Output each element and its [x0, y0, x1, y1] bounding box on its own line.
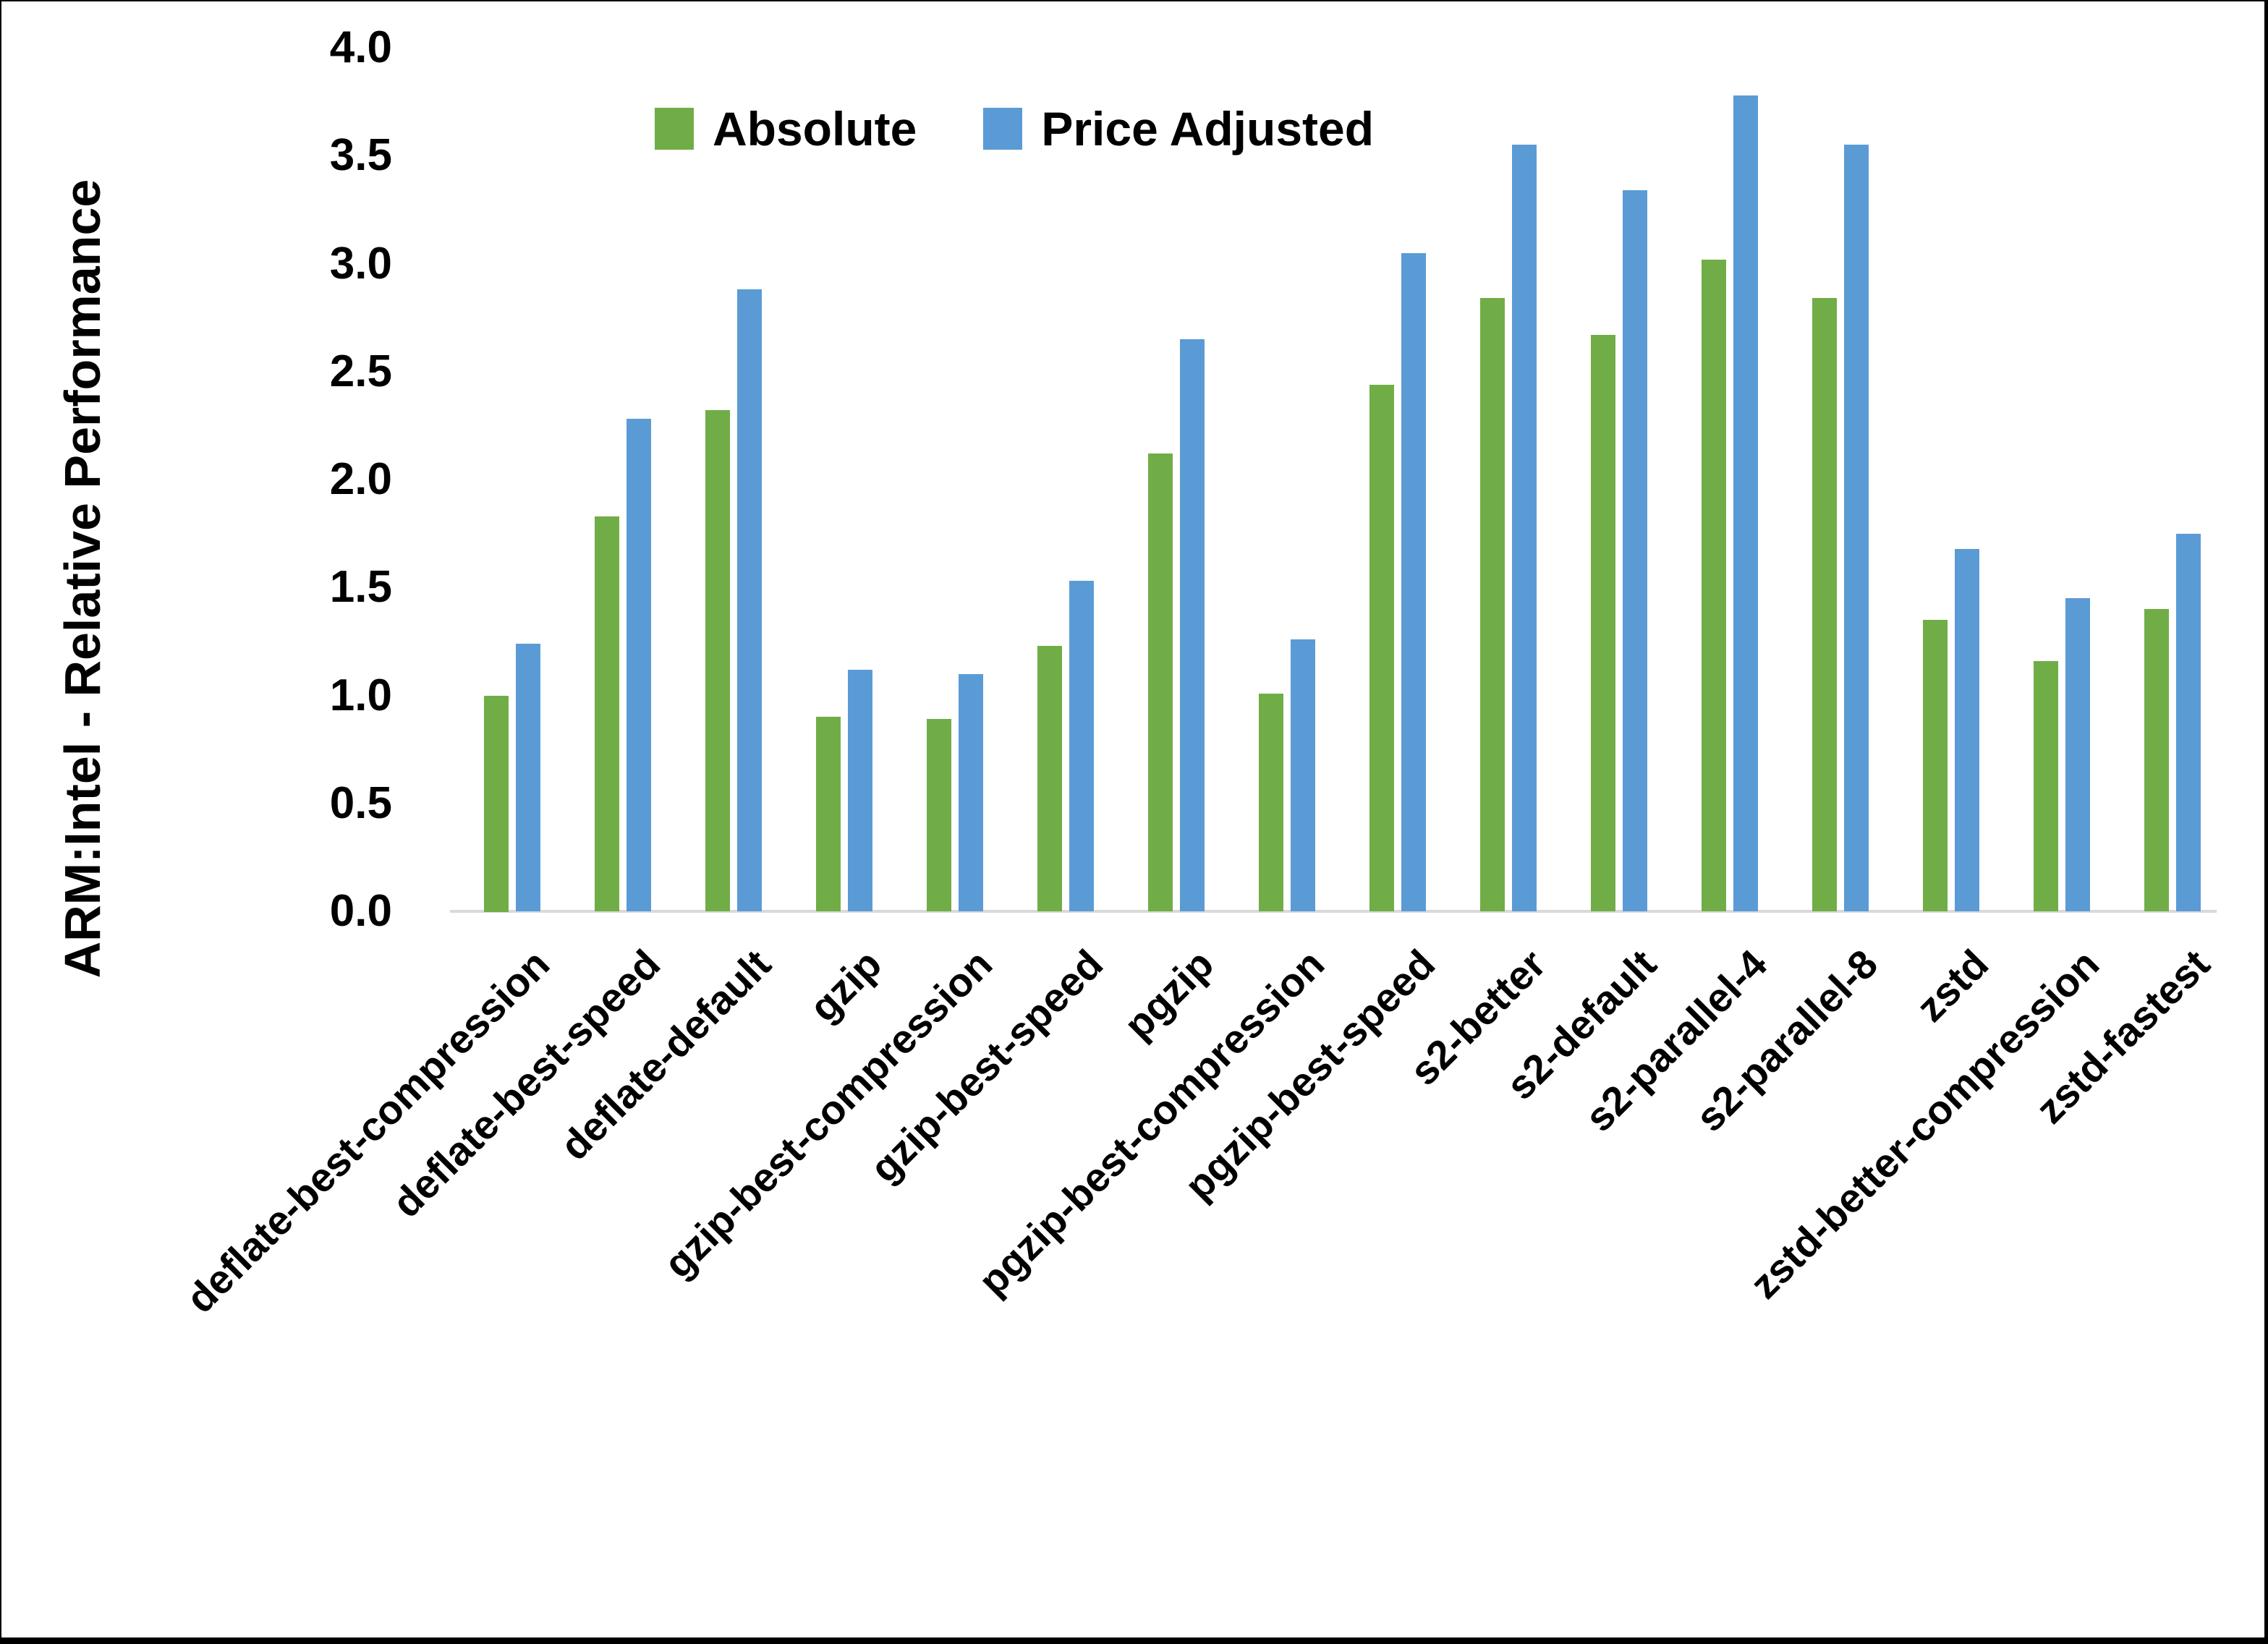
y-tick-label-0.0: 0.0	[329, 886, 392, 936]
y-axis-title: ARM:Intel - Relative Performance	[54, 179, 111, 979]
bar-absolute-deflate-default	[705, 410, 730, 911]
bar-price-adjusted-deflate-default	[737, 289, 762, 911]
legend-label-price-adjusted: Price Adjusted	[1041, 102, 1375, 156]
y-tick-label-3.5: 3.5	[329, 130, 392, 181]
bar-absolute-pgzip-best-speed	[1369, 385, 1394, 911]
bar-price-adjusted-s2-parallel-4	[1733, 95, 1758, 911]
bar-absolute-gzip	[816, 717, 841, 911]
bar-price-adjusted-zstd	[1955, 549, 1979, 911]
y-tick-label-4.0: 4.0	[329, 22, 392, 72]
bar-absolute-pgzip-best-compression	[1259, 694, 1283, 911]
bar-price-adjusted-pgzip-best-compression	[1291, 639, 1315, 911]
legend-item-price-adjusted: Price Adjusted	[983, 101, 1374, 156]
legend-label-absolute: Absolute	[713, 102, 917, 156]
y-tick-label-1.0: 1.0	[329, 670, 392, 720]
bar-price-adjusted-gzip-best-speed	[1069, 581, 1094, 911]
legend-swatch-price-adjusted-icon	[983, 108, 1023, 150]
y-tick-label-2.0: 2.0	[329, 454, 392, 504]
bar-price-adjusted-gzip	[848, 670, 872, 911]
bar-absolute-gzip-best-compression	[927, 719, 951, 911]
bar-absolute-deflate-best-compression	[484, 696, 509, 912]
y-tick-label-0.5: 0.5	[329, 778, 392, 828]
bar-price-adjusted-zstd-fastest	[2176, 534, 2201, 911]
bar-price-adjusted-deflate-best-speed	[627, 419, 651, 911]
bar-absolute-s2-parallel-8	[1812, 298, 1837, 911]
bar-absolute-s2-parallel-4	[1702, 260, 1726, 911]
bar-absolute-s2-default	[1591, 335, 1615, 911]
bar-absolute-gzip-best-speed	[1037, 646, 1062, 911]
bar-price-adjusted-deflate-best-compression	[516, 644, 540, 911]
legend: Absolute Price Adjusted	[655, 101, 1374, 156]
bar-absolute-zstd-better-compression	[2034, 661, 2058, 911]
bar-price-adjusted-s2-better	[1512, 145, 1537, 911]
bar-price-adjusted-s2-default	[1623, 190, 1647, 911]
y-tick-label-3.0: 3.0	[329, 238, 392, 289]
bar-price-adjusted-s2-parallel-8	[1844, 145, 1869, 911]
y-tick-label-1.5: 1.5	[329, 562, 392, 613]
x-axis-baseline	[450, 910, 2217, 913]
bar-price-adjusted-pgzip	[1180, 339, 1205, 911]
bar-absolute-deflate-best-speed	[595, 516, 619, 911]
y-tick-label-2.5: 2.5	[329, 346, 392, 396]
legend-item-absolute: Absolute	[655, 101, 917, 156]
bar-absolute-s2-better	[1480, 298, 1505, 911]
legend-swatch-absolute-icon	[655, 108, 694, 150]
bar-price-adjusted-pgzip-best-speed	[1401, 253, 1426, 911]
bar-absolute-zstd	[1923, 620, 1948, 911]
bar-absolute-pgzip	[1148, 453, 1173, 911]
bar-price-adjusted-zstd-better-compression	[2065, 598, 2090, 911]
bar-absolute-zstd-fastest	[2144, 609, 2169, 911]
bar-price-adjusted-gzip-best-compression	[959, 674, 983, 911]
